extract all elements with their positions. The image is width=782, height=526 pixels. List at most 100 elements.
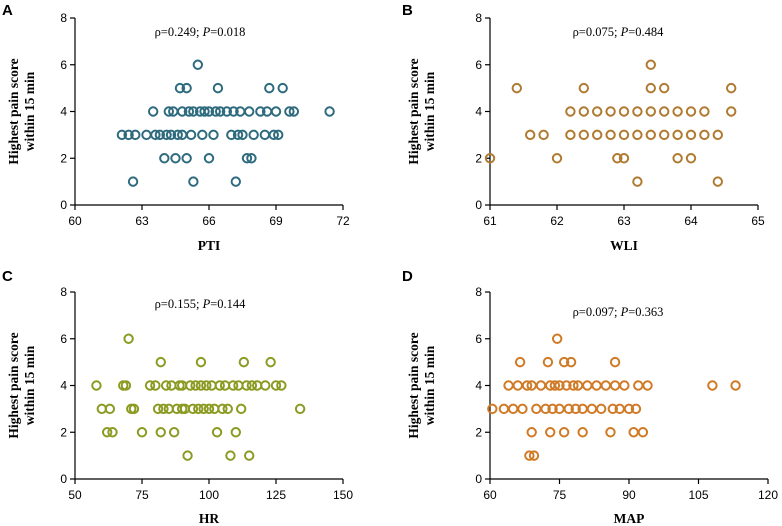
y-tick-label: 0 — [475, 472, 482, 486]
scatter-point — [241, 380, 252, 391]
scatter-point — [605, 106, 616, 117]
scatter-point — [265, 356, 276, 368]
scatter-point — [623, 403, 635, 415]
scatter-point — [183, 106, 195, 117]
scatter-point — [730, 380, 741, 391]
scatter-point — [618, 153, 630, 164]
scatter-point — [160, 380, 172, 391]
p-value: =0.363 — [628, 305, 663, 319]
y-axis-label-line-1: Highest pain score — [406, 58, 421, 164]
y-tick-label: 8 — [60, 11, 67, 25]
scatter-point — [155, 356, 166, 368]
scatter-point — [159, 153, 170, 164]
scatter-point — [707, 380, 718, 391]
scatter-point — [217, 403, 228, 415]
x-tick-label: 62 — [550, 214, 564, 228]
scatter-point — [203, 106, 215, 117]
scatter-point — [578, 106, 589, 117]
scatter-point — [672, 153, 683, 164]
scatter-point — [726, 82, 737, 94]
scatter-point — [246, 153, 257, 164]
x-tick-label: 72 — [336, 214, 350, 228]
x-tick-label: 60 — [68, 214, 82, 228]
scatter-point — [225, 450, 236, 461]
scatter-point — [619, 380, 630, 391]
panel-letter-d: D — [402, 268, 413, 285]
scatter-point — [201, 380, 212, 391]
scatter-point — [185, 129, 197, 141]
x-tick-label: 61 — [483, 214, 497, 228]
scatter-point — [531, 403, 542, 415]
scatter-point — [268, 129, 279, 141]
p-label: P — [620, 25, 629, 39]
p-value: =0.484 — [628, 25, 664, 39]
scatter-point — [244, 450, 255, 461]
scatter-point — [228, 106, 239, 117]
scatter-point — [645, 82, 656, 94]
scatter-point — [547, 403, 558, 415]
scatter-point — [645, 106, 656, 117]
scatter-point — [568, 380, 579, 391]
scatter-point — [628, 427, 639, 438]
y-axis-label-line-2: within 15 min — [422, 71, 437, 151]
scatter-point — [565, 356, 577, 368]
scatter-point — [511, 82, 522, 94]
x-tick-label: 60 — [483, 488, 497, 502]
scatter-point — [101, 427, 113, 438]
y-tick-label: 2 — [475, 151, 482, 165]
scatter-point — [177, 106, 188, 117]
panel-c: C Highest pain score within 15 min HR ρ=… — [2, 268, 353, 526]
scatter-point — [521, 380, 533, 391]
y-tick-label: 0 — [475, 198, 482, 212]
y-tick-label: 6 — [475, 332, 482, 346]
scatter-point — [150, 129, 161, 141]
p-label: P — [620, 305, 629, 319]
scatter-point — [577, 427, 588, 438]
scatter-point — [197, 129, 208, 141]
stat-separator: ; — [614, 25, 621, 39]
scatter-point — [565, 106, 576, 117]
scatter-point — [612, 153, 623, 164]
scatter-point — [514, 356, 526, 368]
scatter-point — [586, 403, 598, 415]
x-tick-label: 65 — [751, 214, 765, 228]
scatter-point — [712, 176, 723, 187]
scatter-point — [235, 403, 247, 415]
x-tick-label: 63 — [617, 214, 631, 228]
scatter-point — [237, 129, 248, 141]
x-axis-label: MAP — [614, 511, 645, 526]
scatter-point — [545, 427, 556, 438]
scatter-point — [524, 450, 535, 461]
scatter-point — [672, 106, 683, 117]
scatter-point — [685, 129, 697, 141]
y-tick-label: 8 — [475, 285, 482, 299]
scatter-point — [163, 106, 175, 117]
scatter-point — [570, 403, 581, 415]
scatter-point — [246, 380, 258, 391]
rho-value: ρ=0.155 — [155, 297, 196, 311]
scatter-point — [645, 129, 656, 141]
scatter-point — [185, 380, 196, 391]
scatter-point — [127, 176, 139, 187]
scatter-point — [549, 380, 561, 391]
y-tick-label: 6 — [60, 58, 67, 72]
scatter-point — [270, 106, 282, 117]
y-tick-label: 4 — [60, 379, 67, 393]
scatter-point — [284, 106, 295, 117]
scatter-point — [507, 403, 519, 415]
scatter-point — [503, 380, 514, 391]
scatter-point — [248, 129, 259, 141]
scatter-point — [273, 129, 284, 141]
scatter-point — [172, 129, 183, 141]
scatter-point — [551, 333, 563, 344]
scatter-point — [542, 356, 554, 368]
scatter-point — [565, 129, 576, 141]
x-axis-label: WLI — [610, 238, 638, 253]
x-tick-label: 66 — [202, 214, 216, 228]
scatter-point — [592, 129, 603, 141]
y-tick-label: 2 — [60, 151, 67, 165]
x-tick-label: 125 — [266, 488, 286, 502]
x-axis-label: PTI — [198, 238, 221, 253]
scatter-point — [165, 129, 177, 141]
stat-separator: ; — [614, 305, 621, 319]
